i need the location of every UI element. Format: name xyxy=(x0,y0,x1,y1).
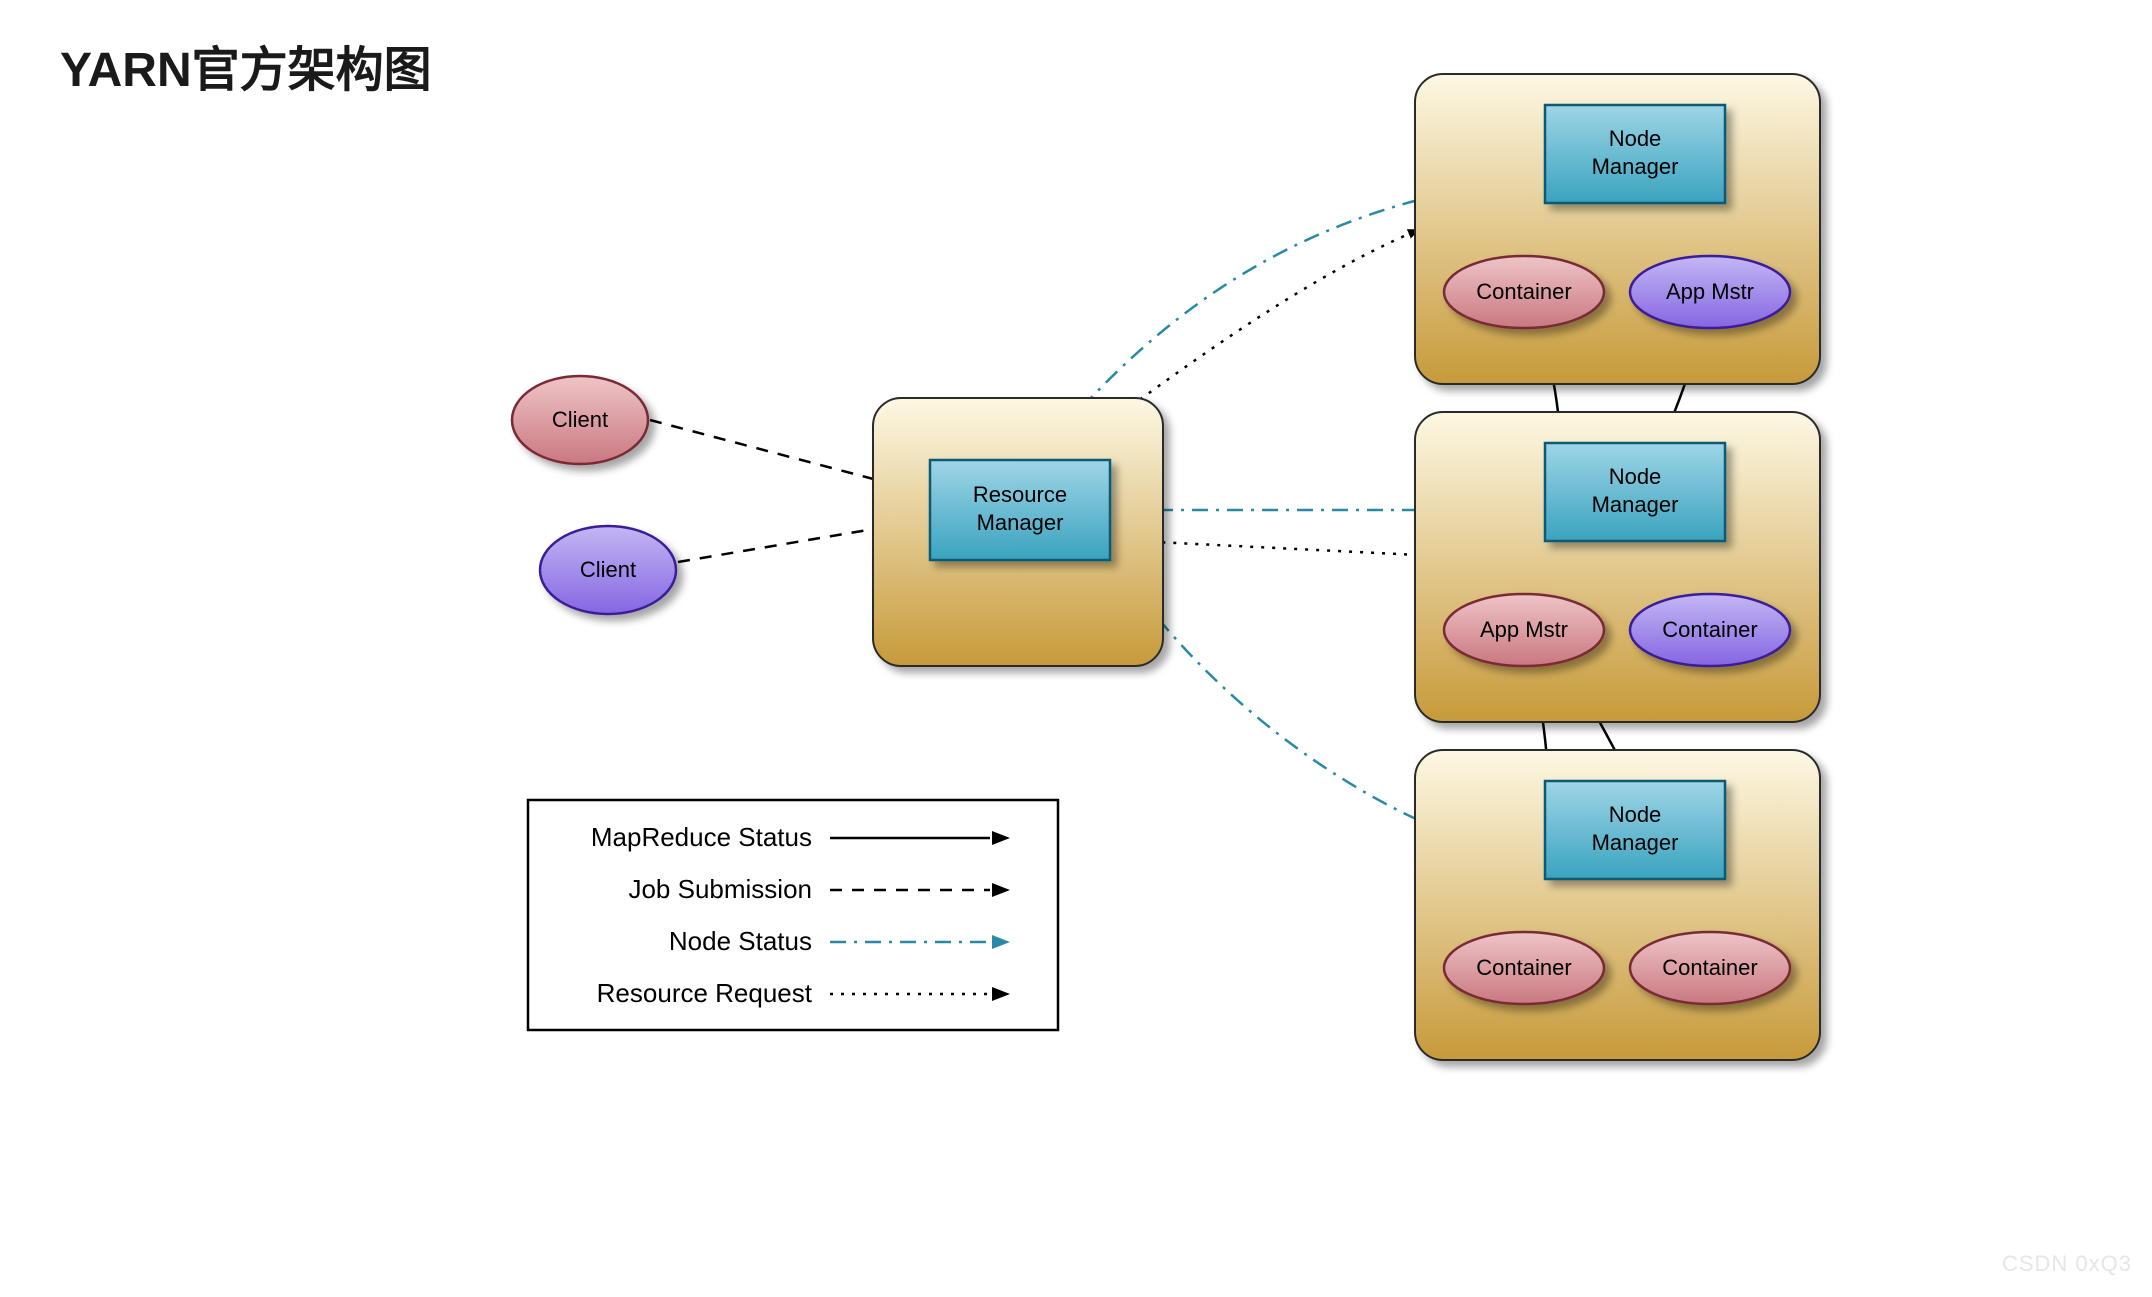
client-2-label: Client xyxy=(580,557,636,582)
client-1-label: Client xyxy=(552,407,608,432)
legend-label-3: Resource Request xyxy=(597,978,813,1008)
legend: MapReduce Status Job Submission Node Statu… xyxy=(528,800,1058,1030)
nm2-container: Container xyxy=(1630,594,1790,666)
resource-manager: Resource Manager xyxy=(930,460,1110,560)
node-manager-2: Node Manager xyxy=(1545,443,1725,541)
nm3-container-a: Container xyxy=(1444,932,1604,1004)
yarn-architecture-diagram: ResourceManagerNodeManagerNodeManagerNod… xyxy=(0,0,2152,1297)
nm2-appmstr-label: App Mstr xyxy=(1480,617,1568,642)
node-manager-1-label-bottom: Manager xyxy=(1592,154,1679,179)
nm1-container-label: Container xyxy=(1476,279,1571,304)
watermark: CSDN 0xQ3 xyxy=(2002,1251,2132,1277)
resource-manager-label-top: Resource xyxy=(973,482,1067,507)
legend-label-2: Node Status xyxy=(669,926,812,956)
nm3-container-b: Container xyxy=(1630,932,1790,1004)
nm2-appmstr: App Mstr xyxy=(1444,594,1604,666)
client-1: Client xyxy=(512,376,648,464)
nm1-appmstr-label: App Mstr xyxy=(1666,279,1754,304)
nm3-container-a-label: Container xyxy=(1476,955,1571,980)
client-2: Client xyxy=(540,526,676,614)
nm1-container: Container xyxy=(1444,256,1604,328)
node-manager-3-label-top: Node xyxy=(1609,802,1662,827)
nm1-appmstr: App Mstr xyxy=(1630,256,1790,328)
nm2-container-label: Container xyxy=(1662,617,1757,642)
node-manager-1-label-top: Node xyxy=(1609,126,1662,151)
node-manager-1: Node Manager xyxy=(1545,105,1725,203)
nm3-container-b-label: Container xyxy=(1662,955,1757,980)
legend-label-0: MapReduce Status xyxy=(591,822,812,852)
node-manager-3-label-bottom: Manager xyxy=(1592,830,1679,855)
node-manager-2-label-top: Node xyxy=(1609,464,1662,489)
node-manager-2-label-bottom: Manager xyxy=(1592,492,1679,517)
resource-manager-label-bottom: Manager xyxy=(977,510,1064,535)
node-manager-3: Node Manager xyxy=(1545,781,1725,879)
legend-label-1: Job Submission xyxy=(628,874,812,904)
